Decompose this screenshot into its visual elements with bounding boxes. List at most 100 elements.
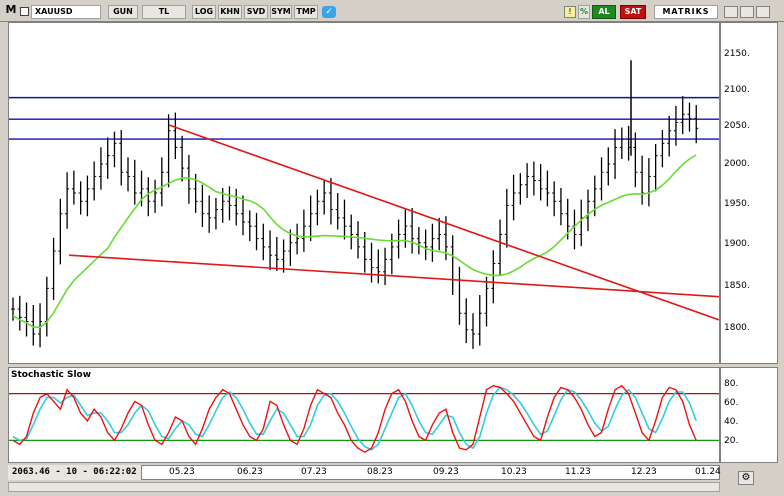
stochastic-plot[interactable] bbox=[8, 367, 720, 463]
matriks-logo: MATRIKS bbox=[654, 5, 718, 19]
stochastic-k-line bbox=[12, 384, 697, 453]
price-bar bbox=[234, 188, 239, 226]
time-tick: 08.23 bbox=[367, 467, 393, 477]
settings-icon[interactable]: ⚙ bbox=[738, 471, 754, 485]
time-tick: 07.23 bbox=[301, 467, 327, 477]
stoch-tick: 80. bbox=[724, 379, 739, 389]
price-bar bbox=[24, 302, 29, 337]
price-bar bbox=[301, 209, 306, 252]
sym-button[interactable]: SYM bbox=[270, 5, 292, 19]
price-bar bbox=[410, 207, 415, 254]
khn-button[interactable]: KHN bbox=[218, 5, 242, 19]
price-bar bbox=[626, 125, 631, 161]
price-bar bbox=[450, 235, 455, 295]
cursor-status: 2063.46 - 10 - 06:22:02 bbox=[8, 465, 142, 480]
price-bar bbox=[38, 303, 43, 348]
price-bar bbox=[78, 181, 83, 215]
price-bar bbox=[673, 105, 678, 146]
price-bar bbox=[213, 197, 218, 230]
price-bar bbox=[687, 102, 692, 132]
log-button[interactable]: LOG bbox=[192, 5, 216, 19]
price-bar bbox=[71, 170, 76, 205]
price-bar bbox=[153, 179, 158, 213]
price-bar bbox=[558, 188, 563, 226]
window-min-icon[interactable] bbox=[724, 6, 738, 18]
price-bar bbox=[356, 221, 360, 259]
time-tick: 05.23 bbox=[169, 467, 195, 477]
price-bar bbox=[680, 95, 685, 135]
price-bar bbox=[457, 266, 462, 325]
price-bar bbox=[112, 131, 117, 168]
price-bar bbox=[633, 132, 638, 188]
price-bar bbox=[247, 210, 252, 242]
price-bar bbox=[85, 175, 90, 217]
menu-m-button[interactable]: M bbox=[5, 3, 17, 16]
price-bar bbox=[491, 250, 496, 304]
price-bar bbox=[349, 214, 354, 250]
price-bar bbox=[416, 227, 421, 255]
toolbar: M XAUUSD GUN TL LOG KHN SVD SYM TMP ✓ ! … bbox=[0, 0, 784, 22]
price-bar bbox=[511, 174, 516, 221]
price-bar bbox=[383, 247, 388, 286]
price-bar bbox=[146, 177, 151, 217]
window-close-icon[interactable] bbox=[756, 6, 770, 18]
horizontal-scrollbar[interactable] bbox=[8, 482, 720, 492]
price-tick: 1850. bbox=[724, 281, 750, 291]
price-bar bbox=[105, 137, 110, 179]
time-tick: 09.23 bbox=[433, 467, 459, 477]
twitter-icon[interactable]: ✓ bbox=[322, 6, 336, 18]
stochastic-d-line bbox=[12, 386, 697, 451]
price-bar bbox=[504, 188, 509, 248]
time-tick: 06.23 bbox=[237, 467, 263, 477]
price-bar bbox=[613, 129, 618, 179]
price-bar bbox=[126, 157, 130, 192]
price-bar bbox=[396, 219, 401, 259]
stochastic-chart-svg bbox=[9, 384, 719, 453]
price-bar bbox=[572, 209, 577, 250]
time-axis: 05.23 06.23 07.23 08.23 09.23 10.23 11.2… bbox=[8, 465, 721, 480]
price-bar bbox=[295, 223, 300, 255]
price-bar bbox=[599, 157, 604, 201]
price-bar bbox=[132, 159, 137, 205]
price-bar bbox=[31, 304, 36, 346]
price-bar bbox=[430, 223, 435, 262]
price-tick: 1900. bbox=[724, 239, 750, 249]
time-tick: 11.23 bbox=[565, 467, 591, 477]
price-bar bbox=[159, 157, 164, 207]
price-bar bbox=[389, 233, 394, 275]
time-tick: 10.23 bbox=[501, 467, 527, 477]
price-bar bbox=[65, 172, 70, 229]
price-bar bbox=[477, 295, 482, 346]
price-tick: 1950. bbox=[724, 199, 750, 209]
price-bar bbox=[200, 184, 205, 227]
price-bar bbox=[166, 114, 171, 188]
al-button[interactable]: AL bbox=[592, 5, 616, 19]
symbol-checkbox[interactable] bbox=[20, 7, 29, 16]
sat-button[interactable]: SAT bbox=[620, 5, 646, 19]
percent-toggle[interactable]: % bbox=[578, 5, 590, 19]
price-bar bbox=[538, 163, 543, 201]
tmp-button[interactable]: TMP bbox=[294, 5, 318, 19]
alert-icon[interactable]: ! bbox=[564, 6, 576, 18]
currency-select[interactable]: TL bbox=[142, 5, 186, 19]
window-max-icon[interactable] bbox=[740, 6, 754, 18]
price-bar bbox=[254, 212, 259, 251]
price-bar bbox=[281, 239, 286, 273]
price-bar bbox=[268, 230, 273, 271]
svd-button[interactable]: SVD bbox=[244, 5, 268, 19]
price-bar bbox=[653, 144, 658, 192]
price-bar bbox=[464, 298, 469, 344]
price-plot[interactable] bbox=[8, 22, 720, 364]
price-bar bbox=[694, 105, 699, 144]
period-select[interactable]: GUN bbox=[108, 5, 138, 19]
stochastic-title: Stochastic Slow bbox=[11, 370, 92, 380]
price-bar bbox=[646, 158, 651, 207]
price-bar bbox=[525, 163, 530, 198]
price-bar bbox=[545, 170, 550, 207]
symbol-field[interactable]: XAUUSD bbox=[31, 5, 101, 19]
price-bar bbox=[667, 115, 672, 157]
stoch-tick: 20. bbox=[724, 436, 739, 446]
stochastic-axis: 80. 60. 40. 20. bbox=[720, 367, 778, 463]
price-bar bbox=[322, 179, 327, 215]
